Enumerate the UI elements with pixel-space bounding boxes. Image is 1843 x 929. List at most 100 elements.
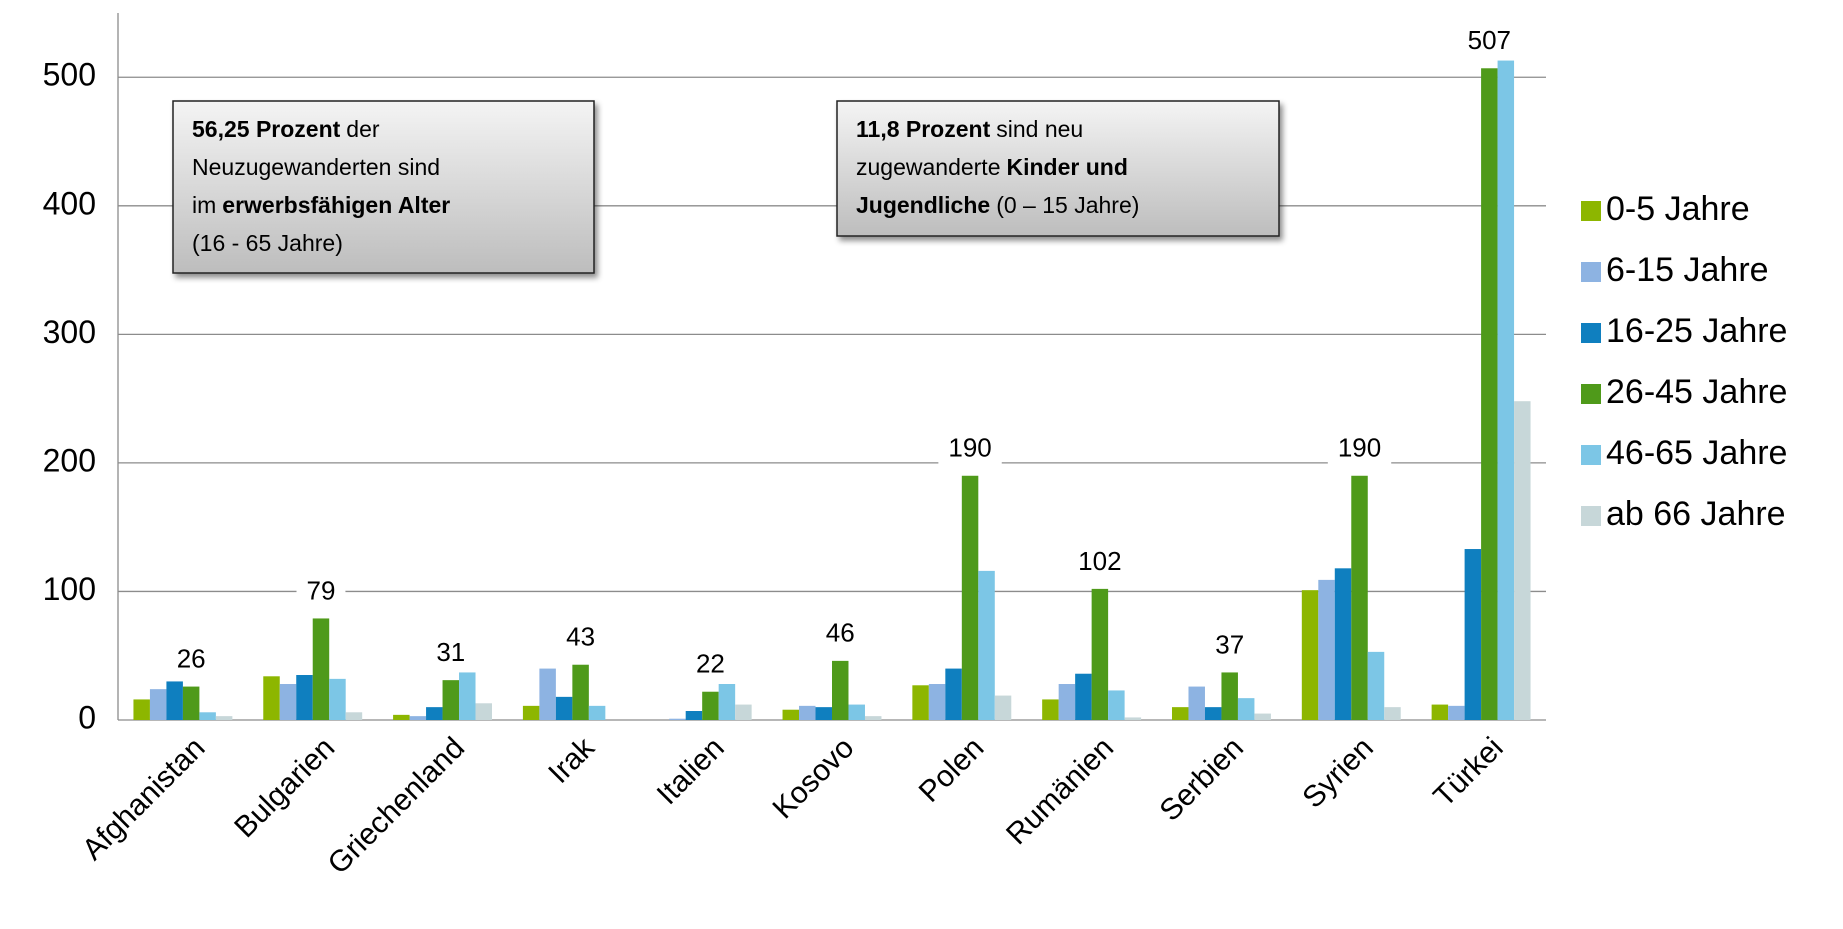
bar	[1124, 717, 1142, 720]
bar	[1464, 549, 1482, 720]
x-tick-label: Polen	[913, 731, 991, 809]
bar	[1384, 707, 1401, 720]
annotation-box	[836, 100, 1280, 237]
x-tick-label: Afghanistan	[76, 731, 211, 866]
x-tick-label: Rumänien	[1000, 731, 1120, 851]
legend-label: ab 66 Jahre	[1606, 495, 1786, 533]
annotation-run: 56,25 Prozent	[192, 116, 341, 142]
annotation-run: im	[192, 192, 216, 218]
bar	[1334, 568, 1352, 720]
bar	[263, 676, 280, 720]
bar	[1301, 590, 1319, 720]
bar	[522, 705, 540, 720]
bar	[166, 681, 183, 720]
bar	[149, 689, 167, 720]
bar	[393, 714, 410, 720]
bar	[1431, 704, 1449, 720]
bar	[799, 705, 816, 720]
bar	[215, 716, 233, 720]
annotation-run: Kinder und	[1007, 154, 1128, 180]
legend-label: 6-15 Jahre	[1606, 251, 1769, 289]
bar	[1481, 68, 1498, 721]
bar	[409, 716, 427, 720]
bar	[442, 680, 460, 720]
data-label-bg	[1068, 543, 1132, 578]
bar	[345, 712, 363, 720]
bar	[555, 696, 573, 720]
x-tick-label: Serbien	[1154, 731, 1250, 827]
data-label-bg	[426, 635, 476, 670]
y-tick-label: 400	[43, 185, 96, 221]
bar	[1221, 672, 1238, 720]
bar	[1204, 707, 1222, 720]
bar	[312, 618, 330, 720]
data-label: 43	[566, 622, 595, 652]
legend-swatch	[1581, 384, 1601, 404]
annotation-run: sind neu	[996, 116, 1083, 142]
bar	[329, 678, 346, 720]
annotation-text: 56,25 Prozent der	[192, 116, 380, 142]
legend-label: 16-25 Jahre	[1606, 312, 1787, 350]
bar	[1448, 705, 1465, 720]
x-tick-label: Syrien	[1296, 731, 1379, 814]
bar	[1042, 699, 1059, 720]
bar	[912, 685, 929, 720]
bar	[669, 718, 686, 720]
bar	[1254, 713, 1271, 720]
bar	[539, 668, 556, 720]
bar	[1058, 684, 1076, 720]
bar	[848, 704, 865, 720]
annotation-text: (16 - 65 Jahre)	[192, 230, 343, 256]
annotation-run: (0 – 15 Jahre)	[996, 192, 1139, 218]
x-tick-label: Bulgarien	[228, 731, 341, 844]
legend-swatch	[1581, 445, 1601, 465]
bar	[279, 684, 297, 720]
bar	[832, 660, 849, 720]
data-label: 37	[1215, 629, 1244, 659]
bar	[702, 691, 719, 720]
legend-swatch	[1581, 262, 1601, 282]
data-label: 190	[948, 433, 991, 463]
bar	[1318, 579, 1335, 720]
bar	[572, 664, 589, 720]
annotation-text: zugewanderte Kinder und	[856, 154, 1128, 180]
data-label: 102	[1078, 546, 1121, 576]
data-label-bg	[1327, 430, 1392, 465]
annotation-box	[172, 100, 595, 274]
bar	[588, 705, 606, 720]
bar	[1367, 651, 1385, 720]
bar	[1497, 60, 1515, 720]
annotation-run: (16 - 65 Jahre)	[192, 230, 343, 256]
annotation-text: Jugendliche (0 – 15 Jahre)	[856, 192, 1139, 218]
x-tick-label: Irak	[542, 731, 601, 790]
bar	[782, 709, 800, 720]
data-label: 26	[177, 643, 206, 673]
data-label-bg	[556, 619, 606, 654]
legend-label: 46-65 Jahre	[1606, 434, 1787, 472]
bar	[1108, 690, 1125, 720]
bar	[426, 707, 443, 720]
bar	[1075, 673, 1092, 720]
data-label-bg	[296, 573, 346, 608]
data-label-bg	[685, 646, 735, 681]
y-tick-label: 0	[78, 699, 96, 735]
bar	[1091, 588, 1109, 720]
bar	[815, 707, 832, 720]
data-label: 507	[1468, 25, 1511, 55]
legend-swatch	[1581, 506, 1601, 526]
annotation-run: 11,8 Prozent	[856, 116, 991, 142]
annotation-run: der	[346, 116, 380, 142]
y-tick-label: 100	[43, 571, 96, 607]
bar	[182, 686, 200, 720]
annotation-run: erwerbsfähigen Alter	[222, 192, 450, 218]
annotation-run: zugewanderte	[856, 154, 1001, 180]
annotation-text: 11,8 Prozent sind neu	[856, 116, 1083, 142]
legend-label: 26-45 Jahre	[1606, 373, 1787, 411]
bar	[735, 704, 752, 720]
data-label: 31	[436, 637, 465, 667]
x-tick-label: Italien	[651, 731, 731, 811]
x-tick-label: Kosovo	[766, 731, 860, 825]
bar	[1237, 698, 1255, 720]
bar	[961, 475, 979, 720]
